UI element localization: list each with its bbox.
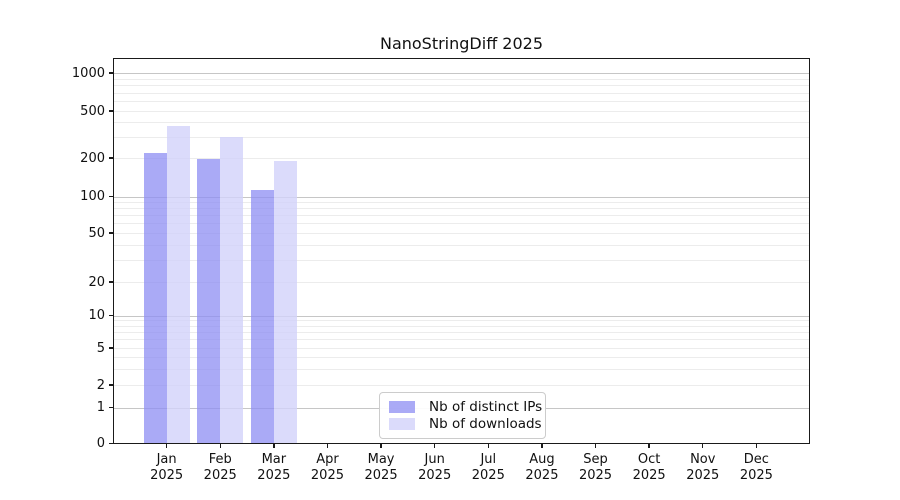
minor-gridline bbox=[113, 348, 810, 349]
y-tick-label: 0 bbox=[96, 436, 105, 451]
minor-gridline bbox=[113, 78, 810, 80]
minor-gridline bbox=[113, 122, 810, 124]
y-tick-label: 1000 bbox=[71, 65, 105, 81]
x-tick-label: Oct 2025 bbox=[632, 452, 666, 483]
y-tick bbox=[109, 281, 113, 283]
x-tick-label: Nov 2025 bbox=[686, 452, 720, 483]
y-tick-label: 10 bbox=[88, 308, 105, 323]
major-gridline bbox=[113, 73, 810, 74]
minor-gridline bbox=[113, 158, 810, 159]
y-tick bbox=[109, 384, 113, 386]
y-tick-label: 2 bbox=[96, 377, 105, 393]
x-tick bbox=[165, 444, 168, 448]
minor-gridline bbox=[113, 282, 810, 283]
bar-ips-feb bbox=[197, 159, 221, 444]
x-tick bbox=[487, 444, 489, 448]
bar-downloads-mar bbox=[273, 161, 297, 444]
y-tick bbox=[109, 195, 113, 198]
minor-gridline bbox=[113, 111, 810, 112]
minor-gridline bbox=[113, 223, 810, 225]
y-tick-label: 100 bbox=[80, 189, 105, 204]
minor-gridline bbox=[113, 233, 810, 234]
x-tick-label: Aug 2025 bbox=[525, 452, 559, 483]
bar-ips-jan bbox=[143, 153, 167, 444]
x-tick-label: Apr 2025 bbox=[310, 452, 344, 483]
minor-gridline bbox=[113, 332, 810, 334]
x-tick-label: May 2025 bbox=[364, 452, 398, 483]
y-tick-label: 50 bbox=[88, 225, 105, 241]
minor-gridline bbox=[113, 260, 810, 262]
legend-item-downloads: Nb of downloads bbox=[389, 416, 542, 432]
minor-gridline bbox=[113, 85, 810, 87]
minor-gridline bbox=[113, 215, 810, 217]
x-tick bbox=[273, 444, 275, 448]
y-tick-label: 20 bbox=[88, 274, 105, 290]
minor-gridline bbox=[113, 92, 810, 94]
x-tick bbox=[380, 444, 382, 448]
minor-gridline bbox=[113, 101, 810, 102]
minor-gridline bbox=[113, 208, 810, 210]
legend-label-distinct-ips: Nb of distinct IPs bbox=[429, 399, 543, 416]
y-tick bbox=[109, 314, 113, 317]
y-tick-label: 500 bbox=[80, 103, 105, 119]
x-tick bbox=[326, 444, 329, 448]
y-tick-label: 5 bbox=[96, 340, 105, 356]
minor-gridline bbox=[113, 244, 810, 246]
y-tick bbox=[109, 110, 113, 112]
x-tick-label: Mar 2025 bbox=[257, 452, 291, 483]
x-tick bbox=[702, 444, 704, 448]
x-tick bbox=[219, 444, 221, 448]
y-tick bbox=[109, 72, 113, 74]
legend-swatch-distinct-ips bbox=[389, 401, 415, 414]
major-gridline bbox=[113, 315, 810, 317]
bar-downloads-feb bbox=[220, 137, 244, 444]
minor-gridline bbox=[113, 202, 810, 204]
x-tick bbox=[755, 444, 758, 448]
minor-gridline bbox=[113, 357, 810, 358]
y-tick-label: 200 bbox=[80, 150, 105, 166]
minor-gridline bbox=[113, 385, 810, 386]
chart-title: NanoStringDiff 2025 bbox=[379, 34, 544, 53]
x-tick bbox=[433, 444, 436, 448]
x-tick bbox=[648, 444, 650, 448]
x-tick-label: Feb 2025 bbox=[203, 452, 237, 483]
y-tick bbox=[109, 157, 113, 159]
x-tick-label: Sep 2025 bbox=[578, 452, 613, 483]
legend-swatch-downloads bbox=[389, 417, 415, 430]
x-tick-label: Jan 2025 bbox=[150, 452, 184, 483]
legend-label-downloads: Nb of downloads bbox=[429, 415, 542, 432]
y-tick-label: 1 bbox=[96, 400, 105, 415]
bar-ips-mar bbox=[250, 189, 274, 444]
minor-gridline bbox=[113, 339, 810, 341]
major-gridline bbox=[113, 196, 810, 198]
x-tick bbox=[594, 444, 597, 448]
minor-gridline bbox=[113, 320, 810, 322]
x-tick-label: Jun 2025 bbox=[418, 452, 452, 483]
y-tick bbox=[109, 406, 113, 409]
minor-gridline bbox=[113, 368, 810, 370]
minor-gridline bbox=[113, 325, 810, 327]
y-tick bbox=[109, 347, 113, 349]
bar-downloads-jan bbox=[166, 126, 190, 444]
x-tick-label: Dec 2025 bbox=[739, 452, 773, 483]
y-tick bbox=[109, 232, 113, 234]
plot-area bbox=[113, 58, 810, 444]
legend-item-distinct-ips: Nb of distinct IPs bbox=[389, 399, 542, 415]
minor-gridline bbox=[113, 137, 810, 139]
legend: Nb of distinct IPs Nb of downloads bbox=[379, 392, 546, 439]
x-tick bbox=[541, 444, 543, 448]
y-tick bbox=[109, 442, 113, 445]
x-tick-label: Jul 2025 bbox=[471, 452, 505, 483]
